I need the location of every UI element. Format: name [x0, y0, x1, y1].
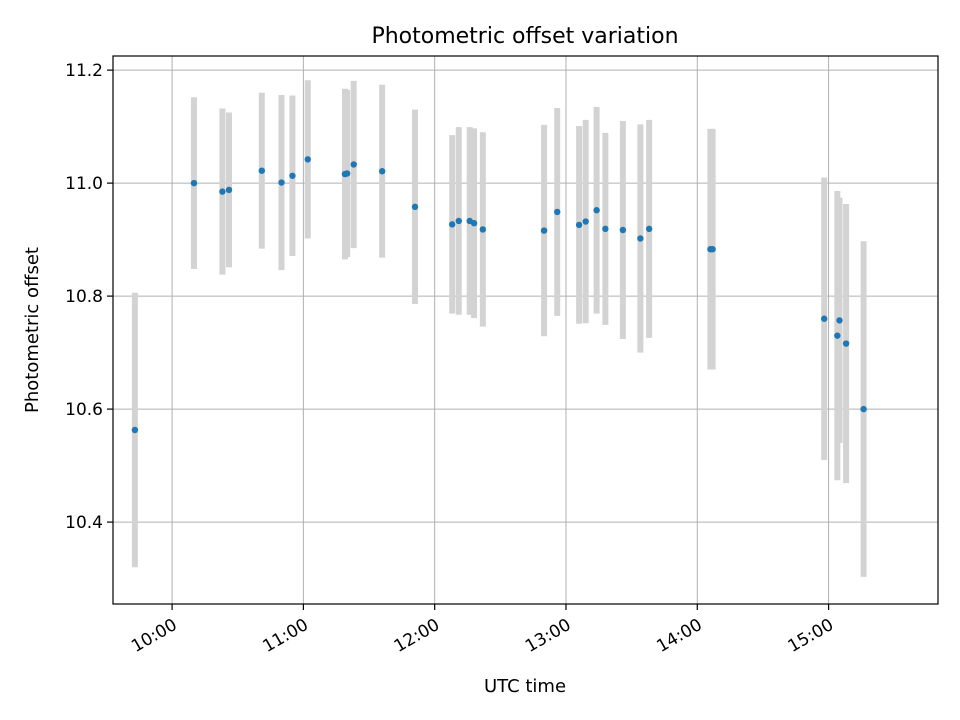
- data-point: [378, 168, 386, 175]
- data-point: [554, 208, 561, 216]
- data-point: [455, 217, 462, 225]
- data-point: [278, 179, 285, 186]
- data-point: [645, 225, 653, 233]
- data-point: [619, 226, 627, 234]
- y-tick-label: 11.2: [65, 61, 103, 81]
- y-tick-label: 10.8: [65, 287, 103, 307]
- y-axis-label: Photometric offset: [22, 247, 43, 413]
- data-point: [289, 172, 296, 179]
- data-point: [602, 225, 609, 233]
- data-point: [190, 179, 198, 187]
- data-point: [479, 226, 487, 233]
- data-point: [131, 426, 139, 434]
- data-point: [842, 340, 850, 347]
- data-point: [448, 221, 456, 228]
- data-point: [860, 405, 867, 413]
- y-tick-label: 11.0: [65, 174, 103, 194]
- x-axis-label: UTC time: [484, 676, 566, 697]
- plot-frame: [112, 55, 939, 605]
- y-tick-label: 10.4: [65, 513, 103, 533]
- data-point: [304, 156, 311, 163]
- data-point: [709, 246, 716, 253]
- data-points: [131, 156, 867, 434]
- x-tick-label: 12:00: [391, 615, 443, 657]
- data-point: [836, 317, 843, 324]
- error-bars: [131, 80, 867, 577]
- y-tick-label: 10.6: [65, 400, 103, 420]
- data-point: [582, 218, 589, 225]
- x-axis-ticks: 10:00 11:00 12:00 13:00 14:00 15:00: [128, 604, 837, 657]
- data-point: [593, 207, 600, 214]
- data-point: [637, 235, 644, 242]
- data-point: [834, 332, 841, 339]
- data-point: [821, 315, 828, 322]
- x-tick-label: 11:00: [259, 615, 311, 657]
- data-point: [575, 221, 583, 229]
- data-point: [258, 167, 266, 174]
- data-point: [411, 203, 419, 211]
- data-point: [219, 188, 226, 195]
- data-point: [225, 186, 233, 194]
- x-tick-label: 14:00: [653, 615, 705, 657]
- x-tick-label: 13:00: [522, 615, 574, 657]
- x-tick-label: 15:00: [785, 615, 837, 657]
- data-point: [540, 227, 548, 234]
- data-point: [470, 220, 478, 227]
- y-axis-ticks: 10.4 10.6 10.8 11.0 11.2: [65, 61, 113, 533]
- chart-title: Photometric offset variation: [371, 24, 678, 49]
- data-point: [343, 170, 351, 177]
- grid: [113, 56, 938, 604]
- data-point: [350, 161, 357, 168]
- x-tick-label: 10:00: [128, 615, 180, 657]
